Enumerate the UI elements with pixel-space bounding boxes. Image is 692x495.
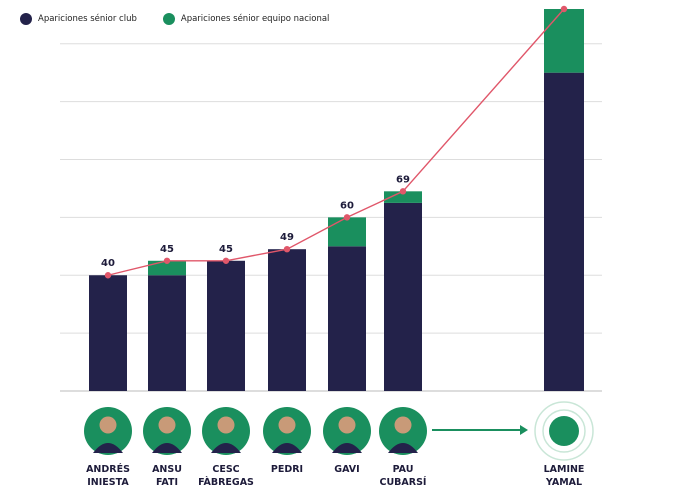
player-name-6-1: YAMAL (545, 477, 582, 488)
bar-national-4 (328, 217, 366, 247)
bar-club-6 (544, 72, 584, 392)
trend-point-4 (343, 214, 351, 221)
avatar-face-4 (338, 416, 356, 434)
arrow-head (520, 425, 528, 435)
avatar-ring-outer-yamal (534, 401, 594, 461)
legend-item-national: Apariciones sénior equipo nacional (162, 13, 330, 25)
player-name-1-0: ANSU (152, 464, 182, 475)
trend-point-5 (399, 188, 407, 195)
bar-club-1 (148, 275, 186, 391)
player-name-0-0: ANDRÉS (86, 463, 130, 475)
avatar-face-3 (278, 416, 296, 434)
player-name-5-0: PAU (393, 464, 414, 475)
avatar-ring-inner-yamal (542, 409, 586, 453)
avatar-shirt-5 (388, 443, 418, 453)
value-label-2: 45 (219, 244, 233, 255)
chart-legend: Apariciones sénior club Apariciones séni… (20, 10, 329, 28)
bar-club-3 (268, 249, 306, 391)
legend-swatch-club (20, 13, 32, 25)
avatar-shirt-3 (272, 443, 302, 453)
player-name-1-1: FATI (156, 477, 178, 488)
player-name-5-1: CUBARSÍ (380, 476, 427, 488)
player-name-2-1: FÀBREGAS (198, 476, 254, 488)
avatar-shirt-0 (93, 443, 123, 453)
trend-point-0 (104, 272, 112, 279)
value-label-4: 60 (340, 200, 354, 211)
avatar-face-1 (158, 416, 176, 434)
avatar-face-5 (394, 416, 412, 434)
player-name-4-0: GAVI (334, 464, 359, 475)
player-name-6-0: LAMINE (544, 464, 585, 475)
trend-point-2 (222, 257, 230, 264)
trend-point-3 (283, 245, 291, 253)
value-label-0: 40 (101, 258, 115, 269)
avatar-shirt-2 (211, 443, 241, 453)
trend-point-6 (560, 5, 568, 13)
avatar-face-2 (217, 416, 235, 434)
avatar-shirt-4 (332, 443, 362, 453)
legend-item-club: Apariciones sénior club (20, 13, 137, 25)
bar-club-0 (89, 275, 127, 391)
value-label-1: 45 (160, 244, 174, 255)
avatar-dot-yamal (549, 416, 579, 446)
bar-national-6 (544, 9, 584, 73)
player-name-3-0: PEDRI (271, 464, 303, 475)
avatar-shirt-1 (152, 443, 182, 453)
player-name-0-1: INIESTA (87, 477, 129, 488)
legend-label-national: Apariciones sénior equipo nacional (180, 14, 330, 24)
bar-national-1 (148, 260, 186, 276)
bar-club-4 (328, 246, 366, 391)
bar-club-2 (207, 260, 245, 391)
bar-club-5 (384, 202, 422, 391)
value-label-3: 49 (280, 232, 294, 243)
bar-national-5 (384, 191, 422, 203)
player-name-2-0: CESC (212, 464, 239, 475)
legend-swatch-national (162, 13, 175, 25)
value-label-5: 69 (396, 174, 410, 185)
legend-label-club: Apariciones sénior club (38, 14, 137, 24)
trend-point-1 (163, 257, 171, 264)
avatar-face-0 (99, 416, 117, 434)
